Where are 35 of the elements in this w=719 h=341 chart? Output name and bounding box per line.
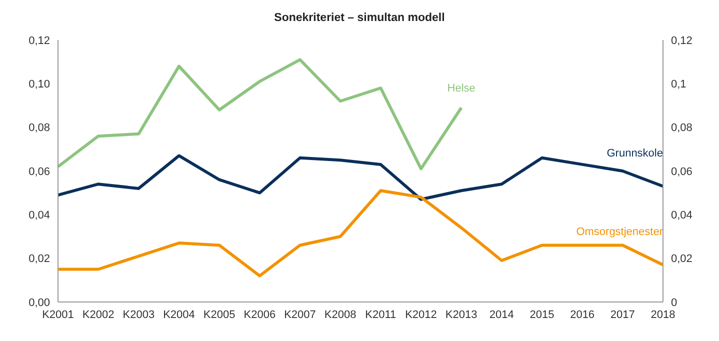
y2-tick-label: 0,1 bbox=[671, 78, 686, 91]
x-tick-label: K2012 bbox=[405, 308, 437, 321]
x-tick-label: K2011 bbox=[365, 308, 396, 321]
x-tick-label: 2015 bbox=[530, 308, 554, 321]
y2-tick-label: 0,04 bbox=[671, 210, 692, 222]
y2-tick-label: 0,08 bbox=[671, 122, 692, 134]
chart-title: Sonekriteriet – simultan modell bbox=[273, 12, 446, 26]
y-tick-label: 0,00 bbox=[28, 296, 50, 309]
y2-tick-label: 0,12 bbox=[671, 34, 692, 47]
y2-tick-label: 0,02 bbox=[671, 253, 692, 266]
series-label: Helse bbox=[447, 82, 476, 95]
series-label: Grunnskole bbox=[606, 147, 663, 160]
y-tick-label: 0,08 bbox=[28, 122, 50, 134]
y2-tick-label: 0,06 bbox=[671, 166, 692, 178]
y-tick-label: 0,02 bbox=[28, 253, 50, 266]
x-tick-label: K2013 bbox=[445, 308, 478, 321]
x-tick-label: K2006 bbox=[244, 308, 276, 321]
x-tick-label: 2017 bbox=[610, 308, 635, 321]
x-tick-label: 2014 bbox=[489, 308, 514, 321]
y-tick-label: 0,04 bbox=[28, 210, 50, 222]
x-tick-label: K2005 bbox=[203, 308, 236, 321]
x-tick-label: K2001 bbox=[42, 308, 74, 321]
series-label: Omsorgstjenester bbox=[576, 226, 664, 238]
y2-tick-label: 0 bbox=[671, 296, 678, 309]
line-series bbox=[56, 189, 664, 278]
x-tick-label: 2018 bbox=[650, 308, 676, 321]
x-tick-label: K2004 bbox=[163, 308, 195, 321]
x-tick-label: K2003 bbox=[122, 308, 155, 321]
x-tick-label: K2007 bbox=[284, 308, 316, 321]
x-tick-label: K2002 bbox=[82, 308, 114, 321]
x-tick-label: K2008 bbox=[324, 308, 356, 321]
y-tick-label: 0,10 bbox=[28, 78, 50, 91]
y-tick-label: 0,12 bbox=[28, 34, 50, 47]
y-tick-label: 0,06 bbox=[28, 166, 50, 178]
x-tick-label: 2016 bbox=[570, 308, 595, 321]
